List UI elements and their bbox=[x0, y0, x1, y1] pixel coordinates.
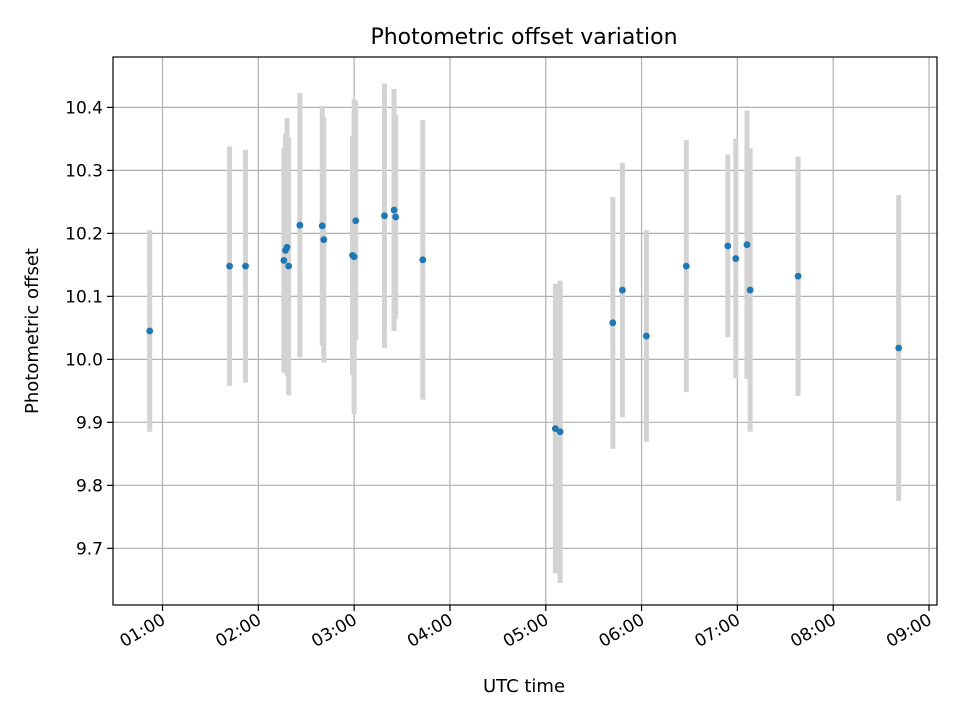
x-tick-label: 02:00 bbox=[212, 610, 264, 652]
y-tick-label: 9.7 bbox=[76, 539, 103, 559]
data-point bbox=[732, 255, 740, 262]
x-tick-label: 03:00 bbox=[308, 610, 360, 652]
x-axis-label: UTC time bbox=[483, 676, 565, 697]
data-point bbox=[350, 253, 358, 261]
data-point bbox=[609, 319, 617, 327]
x-tick-label: 04:00 bbox=[404, 610, 456, 652]
data-point bbox=[392, 213, 400, 221]
data-point bbox=[794, 272, 802, 280]
x-tick-label: 05:00 bbox=[500, 610, 552, 652]
grid-lines bbox=[113, 57, 937, 605]
chart-title: Photometric offset variation bbox=[370, 25, 677, 50]
plot-area-frame bbox=[112, 56, 938, 606]
data-point bbox=[226, 262, 233, 270]
y-tick-label: 10.2 bbox=[65, 224, 103, 244]
data-point bbox=[419, 256, 427, 264]
data-point bbox=[283, 243, 291, 251]
data-point bbox=[280, 257, 288, 264]
data-point bbox=[318, 222, 326, 230]
x-tick-label: 01:00 bbox=[117, 610, 169, 652]
data-point bbox=[556, 428, 564, 436]
data-point bbox=[242, 262, 249, 270]
data-point bbox=[352, 217, 360, 225]
x-axis-ticks: 01:00 02:00 03:00 04:00 05:00 06:00 07:00 08:00… bbox=[117, 605, 936, 652]
y-tick-label: 10.3 bbox=[65, 161, 103, 181]
data-point bbox=[642, 332, 650, 340]
y-tick-label: 9.8 bbox=[76, 476, 103, 496]
y-tick-label: 9.9 bbox=[76, 413, 103, 433]
y-tick-label: 10.4 bbox=[65, 98, 103, 118]
data-point bbox=[285, 262, 293, 270]
data-point bbox=[895, 344, 903, 352]
data-point bbox=[390, 206, 398, 214]
y-tick-label: 10.0 bbox=[65, 350, 103, 370]
data-point bbox=[724, 242, 732, 250]
data-point bbox=[682, 262, 690, 270]
data-point bbox=[551, 425, 559, 433]
x-tick-label: 07:00 bbox=[691, 610, 743, 652]
y-tick-label: 10.1 bbox=[65, 287, 103, 307]
error-bars bbox=[147, 83, 902, 583]
x-tick-label: 06:00 bbox=[596, 610, 648, 652]
x-tick-label: 08:00 bbox=[787, 610, 839, 652]
data-point bbox=[296, 221, 304, 229]
y-axis-label: Photometric offset bbox=[22, 248, 43, 414]
data-point bbox=[146, 327, 154, 335]
data-point bbox=[320, 236, 328, 244]
data-point bbox=[381, 212, 388, 220]
y-axis-ticks: 9.7 9.8 9.9 10.0 10.1 10.2 10.3 10.4 bbox=[65, 98, 113, 559]
data-point bbox=[746, 286, 754, 294]
data-points bbox=[146, 206, 903, 436]
x-tick-label: 09:00 bbox=[883, 610, 935, 652]
data-point bbox=[743, 241, 751, 249]
data-point bbox=[619, 286, 626, 294]
